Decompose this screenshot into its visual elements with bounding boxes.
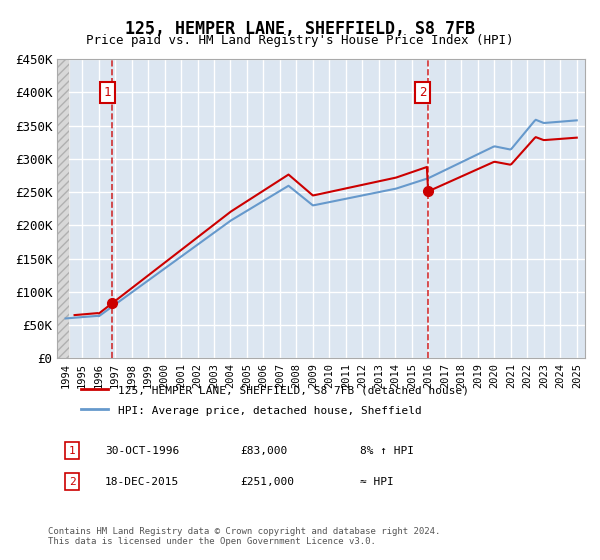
Text: 30-OCT-1996: 30-OCT-1996 bbox=[105, 446, 179, 456]
Text: £83,000: £83,000 bbox=[240, 446, 287, 456]
Text: 2: 2 bbox=[68, 477, 76, 487]
Bar bbox=[58, 59, 69, 358]
Text: 1: 1 bbox=[104, 86, 111, 99]
Text: 8% ↑ HPI: 8% ↑ HPI bbox=[360, 446, 414, 456]
Text: 18-DEC-2015: 18-DEC-2015 bbox=[105, 477, 179, 487]
Text: HPI: Average price, detached house, Sheffield: HPI: Average price, detached house, Shef… bbox=[118, 407, 421, 417]
Text: 2: 2 bbox=[419, 86, 427, 99]
Text: Price paid vs. HM Land Registry's House Price Index (HPI): Price paid vs. HM Land Registry's House … bbox=[86, 34, 514, 46]
Text: Contains HM Land Registry data © Crown copyright and database right 2024.
This d: Contains HM Land Registry data © Crown c… bbox=[48, 526, 440, 546]
Bar bbox=[58, 59, 69, 358]
Text: ≈ HPI: ≈ HPI bbox=[360, 477, 394, 487]
Text: £251,000: £251,000 bbox=[240, 477, 294, 487]
Text: 1: 1 bbox=[68, 446, 76, 456]
Text: 125, HEMPER LANE, SHEFFIELD, S8 7FB: 125, HEMPER LANE, SHEFFIELD, S8 7FB bbox=[125, 20, 475, 38]
Text: 125, HEMPER LANE, SHEFFIELD, S8 7FB (detached house): 125, HEMPER LANE, SHEFFIELD, S8 7FB (det… bbox=[118, 385, 469, 395]
